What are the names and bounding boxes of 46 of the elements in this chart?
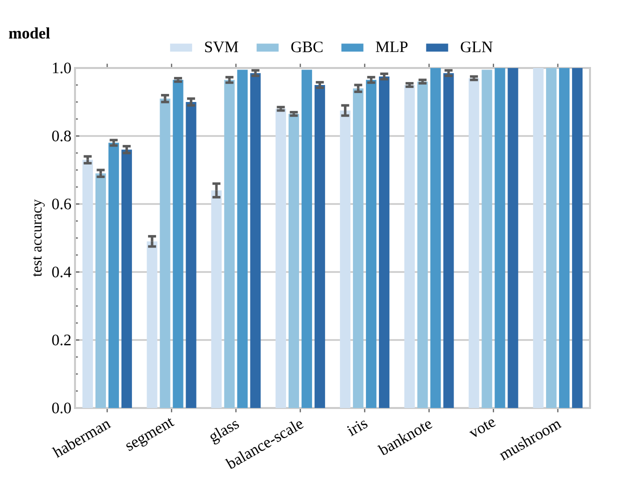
bar	[288, 114, 300, 408]
legend-title: model	[8, 27, 50, 39]
bar	[95, 173, 106, 408]
bar	[160, 98, 170, 408]
legend-label: GLN	[460, 42, 493, 52]
bar	[82, 160, 93, 408]
bar	[276, 108, 286, 408]
bar	[546, 68, 557, 408]
bar	[186, 102, 196, 408]
bar	[572, 68, 583, 408]
bar	[146, 241, 158, 408]
legend-label: GBC	[291, 42, 323, 52]
legend-label: MLP	[376, 42, 408, 52]
bar	[211, 190, 222, 408]
bar	[302, 70, 312, 408]
bar	[250, 73, 261, 408]
bar	[172, 80, 184, 408]
bar	[417, 82, 428, 408]
legend-label: SVM	[205, 42, 238, 52]
x-tick-label: iris	[347, 420, 368, 436]
bar	[340, 110, 350, 408]
y-tick-label: 0.2	[52, 334, 71, 346]
bar	[430, 68, 441, 408]
y-tick-label: 0.4	[52, 266, 72, 278]
x-tick-label: vote	[469, 420, 496, 437]
bar	[468, 78, 480, 408]
y-tick-label: 0.8	[52, 130, 71, 142]
bar	[559, 68, 570, 408]
bar	[404, 84, 415, 408]
y-tick-label: 0.0	[52, 402, 71, 414]
bar	[224, 80, 235, 408]
bar	[108, 142, 119, 408]
y-tick-label: 0.6	[52, 198, 72, 210]
bar	[121, 150, 132, 408]
bar	[314, 84, 326, 408]
bar	[352, 88, 364, 408]
bar	[482, 70, 492, 408]
bar	[533, 68, 544, 408]
y-axis-title: test accuracy	[33, 199, 45, 277]
y-tick-label: 1.0	[52, 62, 71, 74]
bar	[443, 73, 454, 408]
bar	[378, 76, 390, 408]
bar	[508, 68, 518, 408]
bar	[237, 70, 248, 408]
bar	[494, 68, 506, 408]
bar	[366, 80, 376, 408]
